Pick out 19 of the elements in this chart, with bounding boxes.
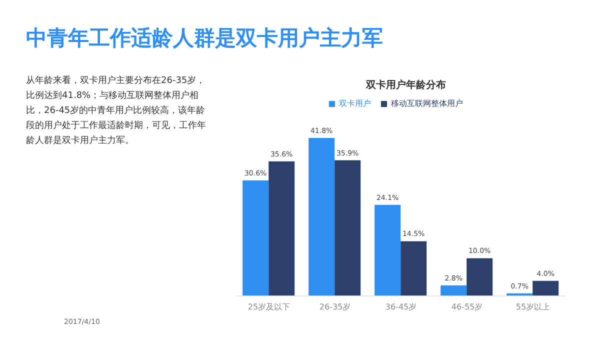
bar: [374, 204, 401, 296]
bar: [308, 138, 335, 296]
bar: [268, 161, 295, 296]
legend-label: 双卡用户: [339, 99, 371, 108]
x-tick-label: 46-55岁: [451, 302, 483, 312]
chart-title: 中青年工作适龄人群是双卡用户主力军: [26, 25, 383, 52]
bar: [466, 258, 493, 296]
bar: [242, 180, 269, 296]
bar: [400, 241, 427, 296]
x-tick-label: 55岁以上: [516, 302, 550, 312]
legend-label: 移动互联网整体用户: [391, 99, 463, 108]
bar: [532, 280, 559, 296]
x-tick-label: 36-45岁: [385, 302, 417, 312]
text: 从年龄来看，双卡用户主要分布在26-35岁，比例达到41.8%；与移动互联网整体用户相比，26-45岁的中青年用户比例较高，该年龄段的用户处于工作最适龄时期，可见，工作年龄人群是双卡用户主力军。: [26, 74, 207, 148]
bar: [334, 160, 361, 296]
x-tick-label: 26-35岁: [319, 302, 351, 312]
bar: [440, 285, 467, 296]
x-tick-label: 25岁及以下: [248, 302, 290, 312]
chart-subtitle: 双卡用户年龄分布: [364, 78, 447, 92]
